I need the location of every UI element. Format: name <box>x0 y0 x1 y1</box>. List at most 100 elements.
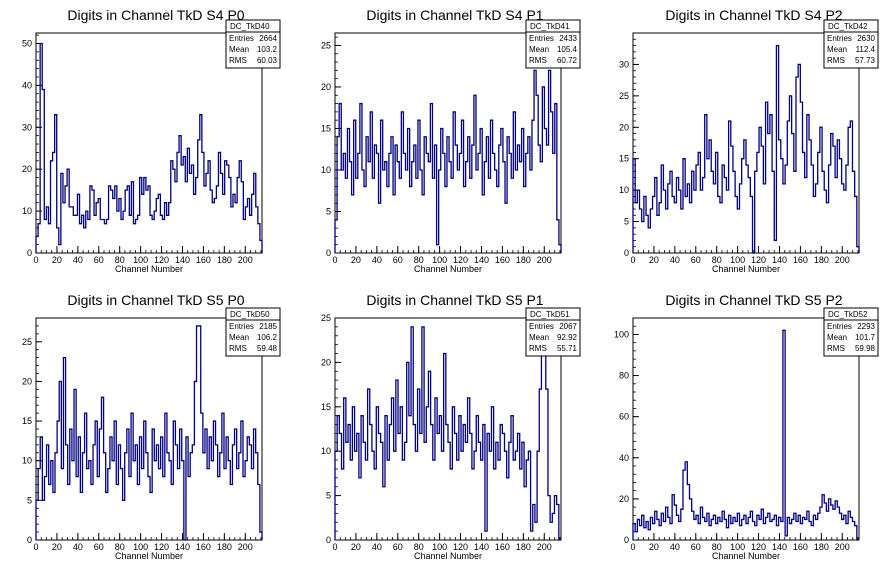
x-tick-label: 180 <box>516 255 531 265</box>
y-tick-label: 15 <box>619 154 629 164</box>
y-tick-label: 0 <box>326 535 331 545</box>
histogram-title: Digits in Channel TkD S4 P1 <box>366 7 543 23</box>
stats-box-frame <box>525 307 581 357</box>
stats-entries-value: 2293 <box>857 322 875 331</box>
stats-mean-value: 103.2 <box>257 45 278 54</box>
x-tick-label: 200 <box>537 542 552 552</box>
x-tick-label: 160 <box>196 255 211 265</box>
histogram-title: Digits in Channel TkD S4 P2 <box>665 7 842 23</box>
x-tick-label: 20 <box>649 542 659 552</box>
y-tick-label: 20 <box>321 82 331 92</box>
stats-box: DC_TkD51 Entries 2067 Mean 92.92 RMS 55.71 <box>525 307 581 357</box>
x-tick-label: 100 <box>432 542 447 552</box>
x-tick-label: 60 <box>393 255 403 265</box>
stats-entries-value: 2664 <box>259 34 277 43</box>
stats-rms-value: 59.98 <box>855 344 876 353</box>
x-tick-label: 120 <box>751 255 766 265</box>
y-tick-label: 30 <box>22 122 32 132</box>
stats-entries-label: Entries <box>229 322 254 331</box>
stats-box: DC_TkD42 Entries 2630 Mean 112.4 RMS 57.73 <box>823 19 879 69</box>
histogram-title: Digits in Channel TkD S5 P0 <box>67 292 244 308</box>
histogram-series-line <box>334 69 562 253</box>
x-tick-label: 0 <box>33 255 38 265</box>
x-tick-label: 60 <box>691 255 701 265</box>
y-tick-label: 20 <box>321 357 331 367</box>
stats-entries-label: Entries <box>827 34 852 43</box>
x-axis-label: Channel Number <box>115 264 183 274</box>
stats-box: DC_TkD52 Entries 2293 Mean 101.7 RMS 59.98 <box>823 307 879 357</box>
stats-rms-value: 57.73 <box>855 56 876 65</box>
x-tick-label: 0 <box>332 255 337 265</box>
x-tick-label: 120 <box>154 255 169 265</box>
stats-mean-label: Mean <box>529 333 549 342</box>
x-tick-label: 200 <box>835 542 850 552</box>
x-tick-label: 20 <box>351 255 361 265</box>
x-tick-label: 40 <box>670 255 680 265</box>
x-tick-label: 140 <box>772 255 787 265</box>
x-axis-label: Channel Number <box>414 551 482 561</box>
stats-name: DC_TkD52 <box>828 310 868 319</box>
y-tick-label: 40 <box>22 80 32 90</box>
stats-rms-value: 55.71 <box>557 344 578 353</box>
y-tick-label: 0 <box>27 535 32 545</box>
x-tick-label: 120 <box>453 542 468 552</box>
y-tick-label: 10 <box>22 456 32 466</box>
x-tick-label: 160 <box>793 542 808 552</box>
stats-rms-label: RMS <box>529 56 547 65</box>
y-tick-label: 20 <box>22 376 32 386</box>
plot-frame <box>35 32 263 254</box>
histogram-title: Digits in Channel TkD S5 P1 <box>366 292 543 308</box>
x-tick-label: 60 <box>393 542 403 552</box>
stats-rms-label: RMS <box>229 56 247 65</box>
y-tick-label: 20 <box>619 122 629 132</box>
stats-box-frame <box>823 307 879 357</box>
y-tick-label: 25 <box>22 337 32 347</box>
x-tick-label: 20 <box>52 255 62 265</box>
x-tick-label: 80 <box>115 255 125 265</box>
y-tick-label: 15 <box>321 402 331 412</box>
x-tick-label: 80 <box>414 255 424 265</box>
y-tick-label: 0 <box>326 248 331 258</box>
x-tick-label: 100 <box>133 255 148 265</box>
stats-mean-label: Mean <box>529 45 549 54</box>
stats-box-frame <box>225 19 281 69</box>
stats-name: DC_TkD42 <box>828 22 868 31</box>
plot-frame <box>334 317 562 541</box>
histogram-panel: Digits in Channel TkD S5 P2 0 20 40 60 80 100 0… <box>614 292 879 561</box>
stats-entries-label: Entries <box>827 322 852 331</box>
x-tick-label: 140 <box>474 542 489 552</box>
stats-mean-value: 92.92 <box>557 333 578 342</box>
x-tick-label: 80 <box>712 542 722 552</box>
y-tick-label: 20 <box>619 494 629 504</box>
x-axis-label: Channel Number <box>712 264 780 274</box>
x-tick-label: 120 <box>453 255 468 265</box>
x-tick-label: 200 <box>238 255 253 265</box>
histogram-panel: Digits in Channel TkD S4 P1 0 5 10 15 20 25 0 20… <box>321 7 581 274</box>
histogram-title: Digits in Channel TkD S5 P2 <box>665 292 842 308</box>
stats-mean-value: 112.4 <box>856 45 876 54</box>
histogram-series-line <box>334 326 561 541</box>
y-tick-label: 15 <box>321 123 331 133</box>
stats-mean-value: 105.4 <box>557 45 578 54</box>
histogram-title: Digits in Channel TkD S4 P0 <box>67 7 244 23</box>
y-tick-label: 20 <box>22 164 32 174</box>
x-tick-label: 140 <box>772 542 787 552</box>
stats-rms-label: RMS <box>529 344 547 353</box>
plot-frame <box>632 32 860 254</box>
x-tick-label: 20 <box>351 542 361 552</box>
x-tick-label: 180 <box>217 542 232 552</box>
y-tick-label: 10 <box>321 446 331 456</box>
x-tick-label: 0 <box>630 542 635 552</box>
stats-entries-value: 2433 <box>559 34 577 43</box>
stats-mean-label: Mean <box>229 45 249 54</box>
plot-frame <box>632 317 860 541</box>
x-tick-label: 160 <box>793 255 808 265</box>
stats-name: DC_TkD51 <box>530 310 570 319</box>
histogram-series-line <box>632 329 859 541</box>
x-tick-label: 60 <box>691 542 701 552</box>
stats-entries-value: 2067 <box>559 322 577 331</box>
x-tick-label: 20 <box>52 542 62 552</box>
y-tick-label: 60 <box>619 412 629 422</box>
y-tick-label: 0 <box>624 535 629 545</box>
y-tick-label: 25 <box>321 313 331 323</box>
